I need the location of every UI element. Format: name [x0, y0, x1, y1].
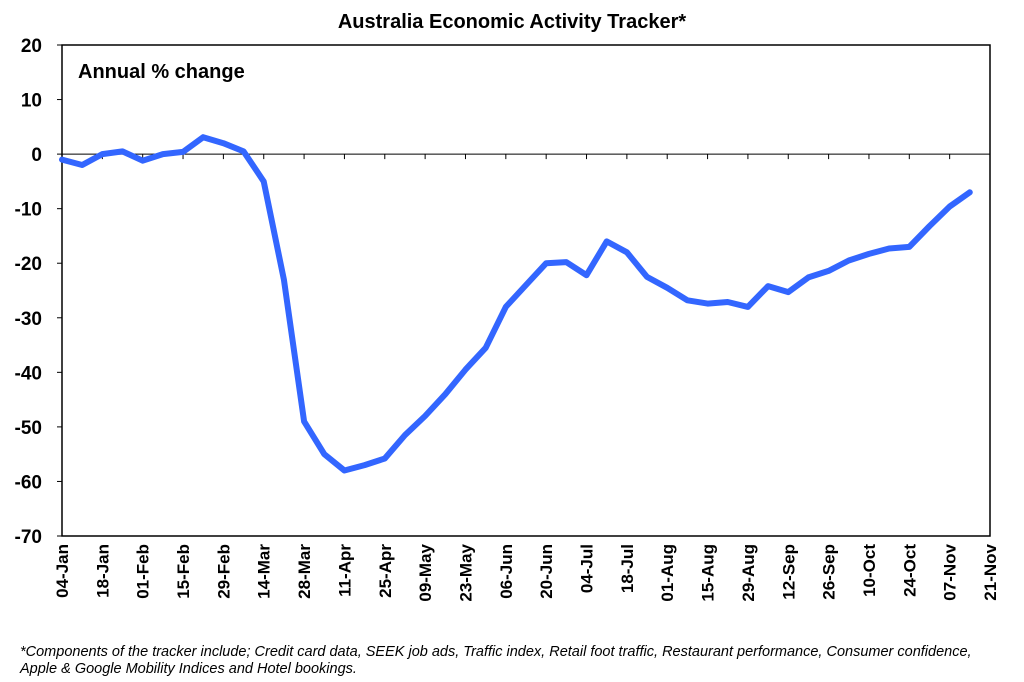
y-tick-label: -30: [15, 309, 42, 330]
series-line: [59, 134, 973, 474]
x-tick-label: 26-Sep: [820, 544, 839, 600]
unit-label: Annual % change: [78, 61, 245, 83]
plot-area: [61, 44, 991, 537]
x-tick-label: 01-Aug: [658, 544, 677, 602]
y-tick-label: -50: [15, 418, 42, 439]
x-tick-label: 07-Nov: [941, 543, 960, 600]
x-tick-label: 06-Jun: [497, 544, 516, 599]
y-tick-label: 0: [31, 145, 42, 166]
y-tick-label: -70: [15, 527, 42, 548]
x-tick-label: 18-Jan: [93, 544, 112, 598]
x-tick-label: 23-May: [456, 543, 475, 601]
chart-title: Australia Economic Activity Tracker*: [338, 11, 687, 33]
x-tick-label: 04-Jan: [53, 544, 72, 598]
x-tick-label: 11-Apr: [335, 544, 354, 597]
y-tick-label: -10: [15, 200, 42, 221]
x-tick-label: 14-Mar: [255, 544, 274, 599]
x-tick-label: 15-Aug: [699, 544, 718, 602]
x-tick-label: 12-Sep: [779, 544, 798, 600]
x-tick-label: 29-Aug: [739, 544, 758, 602]
x-tick-label: 15-Feb: [174, 544, 193, 599]
x-tick-label: 01-Feb: [134, 544, 153, 599]
x-tick-label: 28-Mar: [295, 544, 314, 599]
y-tick-label: -60: [15, 472, 42, 493]
x-tick-label: 09-May: [416, 543, 435, 601]
x-tick-label: 29-Feb: [214, 544, 233, 599]
x-tick-label: 18-Jul: [618, 544, 637, 593]
x-tick-label: 04-Jul: [578, 544, 597, 593]
x-tick-label: 25-Apr: [376, 544, 395, 598]
footnote: *Components of the tracker include; Cred…: [20, 644, 972, 677]
y-tick-label: -20: [15, 254, 42, 275]
y-tick-label: -40: [15, 363, 42, 384]
y-tick-label: 10: [21, 91, 42, 112]
x-tick-label: 20-Jun: [537, 544, 556, 599]
x-tick-label: 24-Oct: [900, 544, 919, 597]
x-tick-label: 10-Oct: [860, 544, 879, 597]
x-tick-label: 21-Nov: [981, 543, 1000, 600]
y-tick-label: 20: [21, 36, 42, 57]
x-axis: 04-Jan 18-Jan 01-Feb 15-Feb 29-Feb 14-Mar 28-M…: [53, 154, 1000, 602]
y-axis: 20 10 0 -10 -20 -30 -40 -50 -60 -70: [15, 36, 62, 548]
